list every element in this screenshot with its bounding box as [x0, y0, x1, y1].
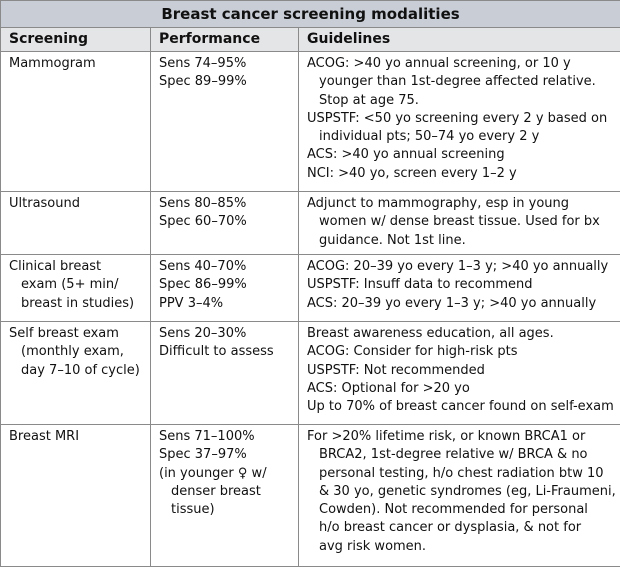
- cell-line: Sens 74–95%: [159, 56, 247, 71]
- cell-line: ACOG: >40 yo annual screening, or 10 y: [307, 56, 571, 71]
- cell-line: NCI: >40 yo, screen every 1–2 y: [307, 165, 517, 181]
- cell-line: Spec 60–70%: [159, 214, 247, 230]
- cell-line: (in younger ♀ w/: [159, 465, 267, 481]
- cell-line: avg risk women.: [319, 538, 427, 554]
- cell-line: denser breast: [171, 483, 261, 499]
- cell-line: h/o breast cancer or dysplasia, & not fo…: [319, 520, 582, 536]
- table-cell: Sens 40–70% Spec 86–99% PPV 3–4%: [150, 254, 299, 322]
- cell-line: ACS: 20–39 yo every 1–3 y; >40 yo annual…: [307, 295, 597, 311]
- table-cell: For >20% lifetime risk, or known BRCA1 o…: [298, 424, 620, 567]
- table-body: Mammogram Sens 74–95% Spec 89–99% ACOG: >40…: [0, 51, 620, 567]
- table-row: Mammogram Sens 74–95% Spec 89–99% ACOG: >40…: [0, 51, 620, 192]
- cell-line: personal testing, h/o chest radiation bt…: [319, 465, 604, 481]
- table-cell: ACOG: 20–39 yo every 1–3 y; >40 yo annua…: [298, 254, 620, 322]
- cell-line: Self breast exam: [9, 326, 119, 341]
- cell-line: tissue): [171, 502, 215, 518]
- column-header: Performance: [150, 27, 299, 52]
- cell-line: Breast awareness education, all ages.: [307, 326, 554, 341]
- cell-line: For >20% lifetime risk, or known BRCA1 o…: [307, 429, 586, 444]
- cell-line: younger than 1st-degree affected relativ…: [319, 74, 596, 90]
- table-cell: Sens 74–95% Spec 89–99%: [150, 51, 299, 192]
- cell-line: USPSTF: Not recommended: [307, 362, 485, 378]
- cell-line: women w/ dense breast tissue. Used for b…: [319, 214, 600, 230]
- column-header: Screening: [0, 27, 151, 52]
- table-cell: Breast MRI: [0, 424, 151, 567]
- cell-line: Sens 71–100%: [159, 429, 255, 444]
- cell-line: Sens 20–30%: [159, 326, 247, 341]
- table-title: Breast cancer screening modalities: [0, 0, 620, 28]
- cell-line: individual pts; 50–74 yo every 2 y: [319, 129, 540, 145]
- cell-line: ACOG: Consider for high-risk pts: [307, 344, 518, 360]
- cell-line: ACS: >40 yo annual screening: [307, 147, 505, 163]
- cell-line: (monthly exam,: [21, 344, 124, 360]
- table-cell: Clinical breast exam (5+ min/breast in st…: [0, 254, 151, 322]
- cell-line: USPSTF: <50 yo screening every 2 y based…: [307, 110, 608, 126]
- cell-line: Clinical breast: [9, 259, 102, 274]
- table-cell: Self breast exam (monthly exam, day 7–10 o…: [0, 321, 151, 425]
- table-row: Breast MRI Sens 71–100% Spec 37–97% (in you…: [0, 424, 620, 567]
- cell-line: BRCA2, 1st-degree relative w/ BRCA & no: [319, 447, 588, 463]
- table-cell: Mammogram: [0, 51, 151, 192]
- column-header: Guidelines: [298, 27, 620, 52]
- cell-line: Up to 70% of breast cancer found on self…: [307, 399, 614, 415]
- cell-line: ACOG: 20–39 yo every 1–3 y; >40 yo annua…: [307, 259, 609, 274]
- cell-line: Spec 86–99%: [159, 277, 247, 293]
- table-cell: Ultrasound: [0, 191, 151, 255]
- cell-line: exam (5+ min/: [21, 277, 119, 293]
- table-cell: Sens 71–100% Spec 37–97% (in younger ♀ w/d…: [150, 424, 299, 567]
- cell-line: Spec 37–97%: [159, 447, 247, 463]
- table-cell: ACOG: >40 yo annual screening, or 10 y yo…: [298, 51, 620, 192]
- cell-line: Adjunct to mammography, esp in young: [307, 196, 570, 211]
- cell-line: Stop at age 75.: [319, 92, 419, 108]
- cell-line: Ultrasound: [9, 196, 80, 211]
- table-cell: Adjunct to mammography, esp in young wome…: [298, 191, 620, 255]
- cell-line: Difficult to assess: [159, 344, 274, 360]
- cell-line: USPSTF: Insuff data to recommend: [307, 277, 533, 293]
- cell-line: Sens 80–85%: [159, 196, 247, 211]
- cell-line: PPV 3–4%: [159, 295, 224, 311]
- table-row: Self breast exam (monthly exam, day 7–10 o…: [0, 321, 620, 425]
- table-cell: Sens 20–30% Difficult to assess: [150, 321, 299, 425]
- cell-line: breast in studies): [21, 295, 135, 311]
- table-row: Clinical breast exam (5+ min/breast in st…: [0, 254, 620, 322]
- cell-line: ACS: Optional for >20 yo: [307, 380, 470, 396]
- table-row: Ultrasound Sens 80–85% Spec 60–70% Adjunct …: [0, 191, 620, 255]
- header-row: Screening Performance Guidelines: [0, 27, 620, 52]
- cell-line: Breast MRI: [9, 429, 80, 444]
- cell-line: Sens 40–70%: [159, 259, 247, 274]
- cell-line: Cowden). Not recommended for personal: [319, 502, 588, 518]
- cell-line: & 30 yo, genetic syndromes (eg, Li-Fraum…: [319, 483, 616, 499]
- table-cell: Breast awareness education, all ages. ACO…: [298, 321, 620, 425]
- cell-line: day 7–10 of cycle): [21, 362, 140, 378]
- cell-line: Spec 89–99%: [159, 74, 247, 90]
- cell-line: guidance. Not 1st line.: [319, 232, 466, 248]
- table-cell: Sens 80–85% Spec 60–70%: [150, 191, 299, 255]
- cell-line: Mammogram: [9, 56, 96, 71]
